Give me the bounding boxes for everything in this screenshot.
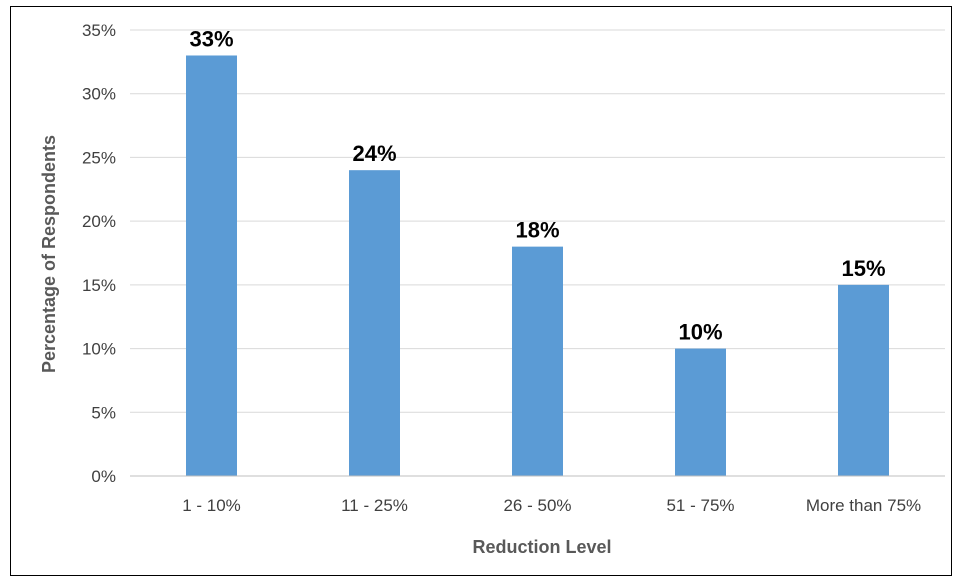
y-tick-label: 5% [91,403,116,422]
data-labels: 33% 24% 18% 10% 15% [189,26,885,344]
bar [838,284,889,476]
y-tick-label: 0% [91,467,116,486]
chart-frame [10,6,952,576]
y-tick-label: 15% [82,276,116,295]
y-tick-label: 30% [82,85,116,104]
x-tick-label: 11 - 25% [341,496,408,515]
x-axis-title: Reduction Level [472,537,611,557]
data-label: 15% [841,256,885,281]
data-label: 33% [189,26,233,51]
gridlines [130,29,945,413]
y-tick-label: 35% [82,21,116,40]
data-label: 24% [352,141,396,166]
data-label: 18% [515,218,559,243]
y-tick-label: 20% [82,212,116,231]
x-tick-label: More than 75% [806,496,921,515]
data-label: 10% [678,320,722,345]
y-tick-label: 25% [82,148,116,167]
x-tick-label: 51 - 75% [666,496,734,515]
bar [675,348,726,476]
bar [349,170,400,476]
y-tick-label: 10% [82,340,116,359]
bars [186,55,889,476]
x-tick-label: 26 - 50% [503,496,571,515]
x-tick-label: 1 - 10% [182,496,241,515]
y-axis-ticks: 0% 5% 10% 15% 20% 25% 30% 35% [82,21,116,486]
x-axis-ticks: 1 - 10% 11 - 25% 26 - 50% 51 - 75% More than… [182,496,921,515]
bar [512,246,563,476]
bar [186,55,237,476]
y-axis-title: Percentage of Respondents [39,135,59,373]
